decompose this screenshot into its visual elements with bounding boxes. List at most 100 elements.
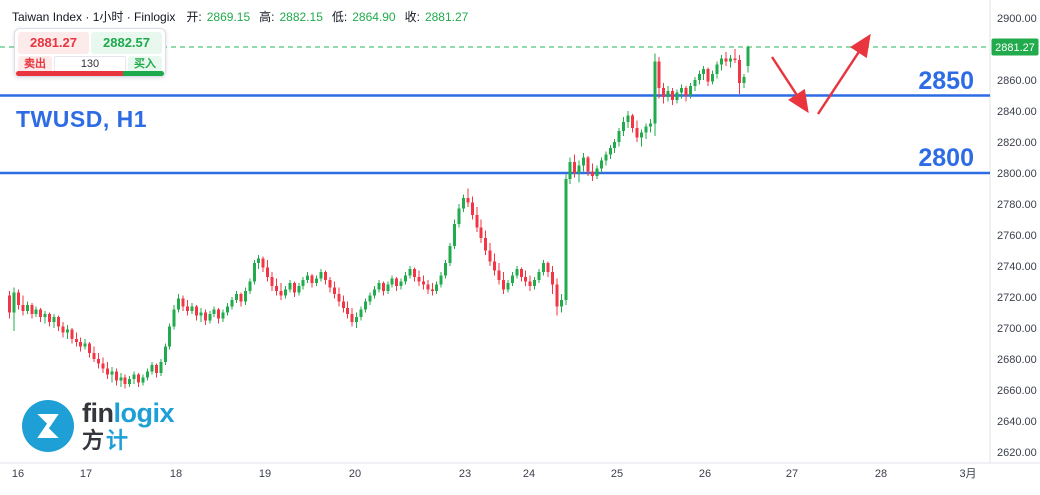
candle-body: [604, 154, 608, 161]
price-tick-label: 2680.00: [997, 354, 1037, 366]
candle-body: [635, 128, 639, 138]
candle-body: [323, 272, 327, 280]
brand-fang: 方: [82, 428, 107, 453]
candle-body: [439, 275, 443, 285]
price-tick-label: 2660.00: [997, 385, 1037, 397]
candle-body: [724, 58, 728, 62]
time-tick-label: 16: [12, 468, 24, 480]
quote-widget: 2881.27 2882.57 卖出 130 买入: [14, 28, 166, 77]
candle-body: [97, 359, 100, 364]
candle-body: [243, 290, 247, 302]
candle-body: [230, 300, 234, 307]
time-tick-label: 19: [259, 468, 271, 480]
low-value: 2864.90: [352, 9, 396, 24]
brand-fin: fin: [82, 398, 114, 428]
candle-body: [61, 326, 65, 333]
candle-body: [542, 262, 545, 273]
candle-body: [186, 306, 189, 311]
candle-body: [310, 275, 314, 284]
high-label: 高:: [259, 10, 275, 24]
time-tick-label: 25: [611, 468, 623, 480]
candle-body: [346, 307, 350, 315]
candle-body: [257, 258, 261, 263]
candle-body: [137, 374, 141, 383]
candle-body: [390, 278, 394, 285]
price-axis[interactable]: 2900.00 2860.00 2840.00 2820.00 2800.00 2780.…: [997, 13, 1037, 459]
candle-body: [16, 292, 20, 305]
time-tick-label: 17: [80, 468, 92, 480]
open-label: 开:: [186, 10, 202, 24]
price-tick-label: 2860.00: [997, 75, 1037, 87]
symbol-title: Taiwan Index · 1小时 · Finlogix: [12, 10, 176, 24]
buy-button[interactable]: 买入: [128, 56, 162, 73]
candle-body: [484, 238, 488, 251]
candle-body: [248, 281, 252, 291]
buy-price-button[interactable]: 2882.57: [91, 32, 162, 54]
candle-body: [12, 292, 16, 313]
candle-body: [110, 371, 114, 375]
finlogix-watermark: finlogix 方计: [22, 398, 175, 452]
candle-body: [395, 278, 399, 287]
candle-body: [194, 306, 198, 316]
candle-body: [657, 61, 661, 88]
candle-body: [181, 298, 185, 307]
candle-body: [590, 171, 594, 177]
candle-body: [190, 306, 194, 311]
support-resistance-lines[interactable]: [0, 94, 990, 175]
candle-body: [177, 298, 181, 310]
candle-body: [43, 314, 47, 318]
candle-body: [101, 363, 105, 369]
high-value: 2882.15: [279, 9, 323, 24]
brand-name-cjk: 方计: [82, 430, 174, 452]
candle-body: [70, 329, 74, 339]
support-level-label: 2800: [918, 144, 974, 172]
open-value: 2869.15: [206, 9, 251, 24]
time-tick-label: 28: [875, 468, 887, 480]
candle-body: [448, 245, 452, 263]
sell-price-button[interactable]: 2881.27: [18, 32, 89, 54]
candle-body: [119, 377, 123, 381]
candle-body: [421, 281, 425, 285]
price-tick-label: 2820.00: [997, 137, 1037, 149]
candle-body: [172, 309, 176, 327]
candle-body: [510, 275, 514, 284]
candle-body: [488, 250, 492, 262]
candle-body: [283, 289, 287, 296]
price-tick-label: 2900.00: [997, 13, 1037, 25]
candle-body: [715, 64, 719, 74]
candle-body: [622, 121, 626, 132]
candle-body: [564, 179, 568, 301]
candle-body: [519, 269, 523, 277]
candle-body: [466, 197, 470, 203]
candle-body: [150, 365, 154, 372]
candle-body: [675, 92, 679, 101]
current-price-badge: [991, 38, 1039, 56]
candle-body: [537, 272, 541, 280]
current-price-badge-label: 2881.27: [995, 42, 1035, 54]
candle-body: [306, 275, 310, 280]
candle-body: [275, 286, 278, 291]
sell-button[interactable]: 卖出: [18, 56, 52, 73]
candle-body: [617, 131, 621, 142]
time-tick-label: 18: [170, 468, 182, 480]
candle-body: [613, 142, 617, 149]
candle-body: [533, 279, 537, 287]
candle-body: [132, 374, 136, 380]
candle-body: [573, 162, 577, 173]
candle-body: [39, 309, 43, 318]
candle-body: [453, 224, 456, 246]
candle-body: [114, 371, 118, 381]
price-tick-label: 2640.00: [997, 416, 1037, 428]
candle-body: [550, 272, 554, 285]
price-tick-label: 2700.00: [997, 323, 1037, 335]
candle-body: [226, 306, 230, 313]
time-axis[interactable]: 16 17 18 19 20 23 24 25 26 27 28 3月: [12, 468, 977, 480]
chart-header: Taiwan Index · 1小时 · Finlogix 开: 2869.15…: [12, 8, 472, 25]
candle-body: [270, 276, 274, 287]
candle-body: [341, 301, 345, 308]
candle-body: [368, 295, 372, 302]
candle-body: [404, 275, 408, 282]
candle-body: [497, 270, 501, 280]
candle-body: [653, 61, 657, 124]
